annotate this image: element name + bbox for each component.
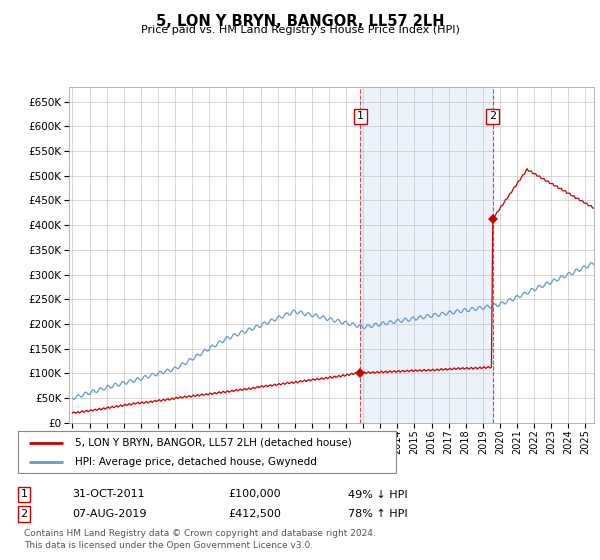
Text: HPI: Average price, detached house, Gwynedd: HPI: Average price, detached house, Gwyn… <box>74 457 317 467</box>
Bar <box>360 87 493 423</box>
Text: 31-OCT-2011: 31-OCT-2011 <box>72 489 145 500</box>
Text: 78% ↑ HPI: 78% ↑ HPI <box>348 509 407 519</box>
Text: Price paid vs. HM Land Registry's House Price Index (HPI): Price paid vs. HM Land Registry's House … <box>140 25 460 35</box>
Text: 07-AUG-2019: 07-AUG-2019 <box>72 509 146 519</box>
Text: 1: 1 <box>20 489 28 500</box>
Text: £412,500: £412,500 <box>228 509 281 519</box>
Text: £100,000: £100,000 <box>228 489 281 500</box>
Text: 1: 1 <box>357 111 364 122</box>
Text: 2: 2 <box>489 111 496 122</box>
Text: This data is licensed under the Open Government Licence v3.0.: This data is licensed under the Open Gov… <box>24 542 313 550</box>
FancyBboxPatch shape <box>18 431 396 473</box>
Text: 49% ↓ HPI: 49% ↓ HPI <box>348 489 407 500</box>
Text: Contains HM Land Registry data © Crown copyright and database right 2024.: Contains HM Land Registry data © Crown c… <box>24 529 376 538</box>
Text: 5, LON Y BRYN, BANGOR, LL57 2LH: 5, LON Y BRYN, BANGOR, LL57 2LH <box>156 14 444 29</box>
Text: 2: 2 <box>20 509 28 519</box>
Text: 5, LON Y BRYN, BANGOR, LL57 2LH (detached house): 5, LON Y BRYN, BANGOR, LL57 2LH (detache… <box>74 437 352 447</box>
